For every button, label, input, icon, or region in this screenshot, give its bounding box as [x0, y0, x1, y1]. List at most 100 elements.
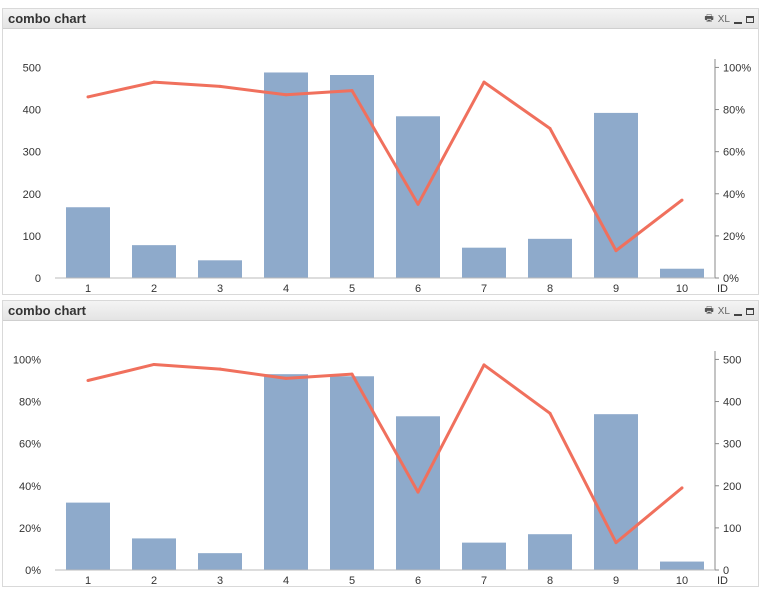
line-point — [218, 84, 222, 88]
bar — [330, 75, 374, 278]
x-axis-tick-label: 7 — [481, 283, 487, 294]
left-axis-tick-label: 100% — [13, 354, 41, 366]
minimize-icon[interactable] — [734, 314, 742, 316]
chart-panel-bottom: combo chart 🖶 XL 0% 20% 40% 60% 80% 100% 0 100 2… — [2, 300, 759, 587]
bar — [198, 260, 242, 278]
line-point — [482, 80, 486, 84]
bar — [330, 376, 374, 570]
right-axis-tick-label: 300 — [723, 439, 741, 451]
bar — [198, 553, 242, 570]
print-icon[interactable]: 🖶 — [704, 305, 714, 316]
x-axis-title: ID — [717, 283, 728, 294]
line-point — [680, 198, 684, 202]
right-axis-tick-label: 80% — [723, 105, 745, 117]
x-axis-tick-label: 6 — [415, 575, 421, 586]
line-point — [614, 249, 618, 253]
maximize-icon[interactable] — [746, 15, 754, 23]
chart-panel-top: combo chart 🖶 XL 0 100 200 300 400 500 0% 20% 40… — [2, 8, 759, 295]
left-axis-tick-label: 0% — [25, 565, 41, 577]
left-axis-tick-label: 500 — [23, 62, 41, 74]
bar — [66, 207, 110, 278]
bar — [660, 561, 704, 570]
line-series — [87, 362, 683, 545]
bar — [660, 268, 704, 278]
right-axis-tick-label: 400 — [723, 397, 741, 409]
panel-title: combo chart — [8, 11, 87, 26]
x-axis-tick-label: 2 — [151, 575, 157, 586]
x-axis-tick-label: 6 — [415, 283, 421, 294]
left-axis-tick-label: 400 — [23, 105, 41, 117]
panel-titlebar: combo chart 🖶 XL — [3, 9, 758, 29]
right-axis-tick-label: 500 — [723, 354, 741, 366]
maximize-icon[interactable] — [746, 307, 754, 315]
x-axis-tick-label: 1 — [85, 575, 91, 586]
line-point — [548, 411, 552, 415]
right-axis-tick-label: 40% — [723, 189, 745, 201]
line-point — [152, 80, 156, 84]
bar — [462, 542, 506, 570]
x-axis-tick-label: 5 — [349, 575, 355, 586]
line-series — [87, 80, 683, 253]
print-icon[interactable]: 🖶 — [704, 13, 714, 24]
x-axis-tick-label: 7 — [481, 575, 487, 586]
x-axis-tick-label: 5 — [349, 283, 355, 294]
right-axis-tick-label: 20% — [723, 231, 745, 243]
line-point — [152, 362, 156, 366]
combo-chart-bottom: 0% 20% 40% 60% 80% 100% 0 100 200 300 400 500 1 2 3 4 5 6… — [13, 351, 741, 586]
x-axis-tick-label: 8 — [547, 283, 553, 294]
bar — [594, 112, 638, 279]
bar — [594, 414, 638, 570]
line-point — [350, 372, 354, 376]
right-axis-tick-label: 0 — [723, 565, 729, 577]
bar — [66, 502, 110, 570]
line-point — [680, 486, 684, 490]
bar — [132, 245, 176, 278]
minimize-icon[interactable] — [734, 22, 742, 24]
left-axis-tick-label: 60% — [19, 439, 41, 451]
left-axis-tick-label: 0 — [35, 273, 41, 285]
x-axis-tick-label: 3 — [217, 283, 223, 294]
x-axis-title: ID — [717, 575, 728, 586]
excel-export-button[interactable]: XL — [717, 13, 730, 25]
left-axis-tick-label: 300 — [23, 147, 41, 159]
line-point — [284, 376, 288, 380]
x-axis-tick-label: 10 — [676, 283, 688, 294]
line-point — [548, 126, 552, 130]
left-axis-tick-label: 200 — [23, 189, 41, 201]
line-point — [416, 202, 420, 206]
x-axis-tick-label: 10 — [676, 575, 688, 586]
combo-chart-top: 0 100 200 300 400 500 0% 20% 40% 60% 80% 100% 1 2 3 4 5 6… — [23, 59, 751, 294]
bar — [528, 238, 572, 278]
line-point — [482, 363, 486, 367]
line-point — [86, 378, 90, 382]
left-axis-tick-label: 100 — [23, 231, 41, 243]
bar — [528, 534, 572, 570]
x-axis-tick-label: 4 — [283, 283, 289, 294]
left-axis-tick-label: 20% — [19, 523, 41, 535]
x-axis-tick-label: 4 — [283, 575, 289, 586]
x-axis-tick-label: 8 — [547, 575, 553, 586]
bar — [264, 72, 308, 278]
right-axis-tick-label: 100 — [723, 523, 741, 535]
panel-title: combo chart — [8, 303, 87, 318]
left-axis-tick-label: 40% — [19, 481, 41, 493]
panel-titlebar: combo chart 🖶 XL — [3, 301, 758, 321]
left-axis-tick-label: 80% — [19, 397, 41, 409]
line-point — [218, 367, 222, 371]
line-point — [350, 89, 354, 93]
line-point — [284, 93, 288, 97]
right-axis-tick-label: 100% — [723, 62, 751, 74]
x-axis-tick-label: 3 — [217, 575, 223, 586]
x-axis-tick-label: 9 — [613, 575, 619, 586]
bar — [462, 247, 506, 278]
line-point — [416, 490, 420, 494]
line-point — [614, 541, 618, 545]
x-axis-tick-label: 9 — [613, 283, 619, 294]
bar — [132, 538, 176, 570]
bar — [396, 116, 440, 279]
excel-export-button[interactable]: XL — [717, 305, 730, 317]
x-axis-tick-label: 2 — [151, 283, 157, 294]
x-axis-tick-label: 1 — [85, 283, 91, 294]
right-axis-tick-label: 0% — [723, 273, 739, 285]
right-axis-tick-label: 200 — [723, 481, 741, 493]
